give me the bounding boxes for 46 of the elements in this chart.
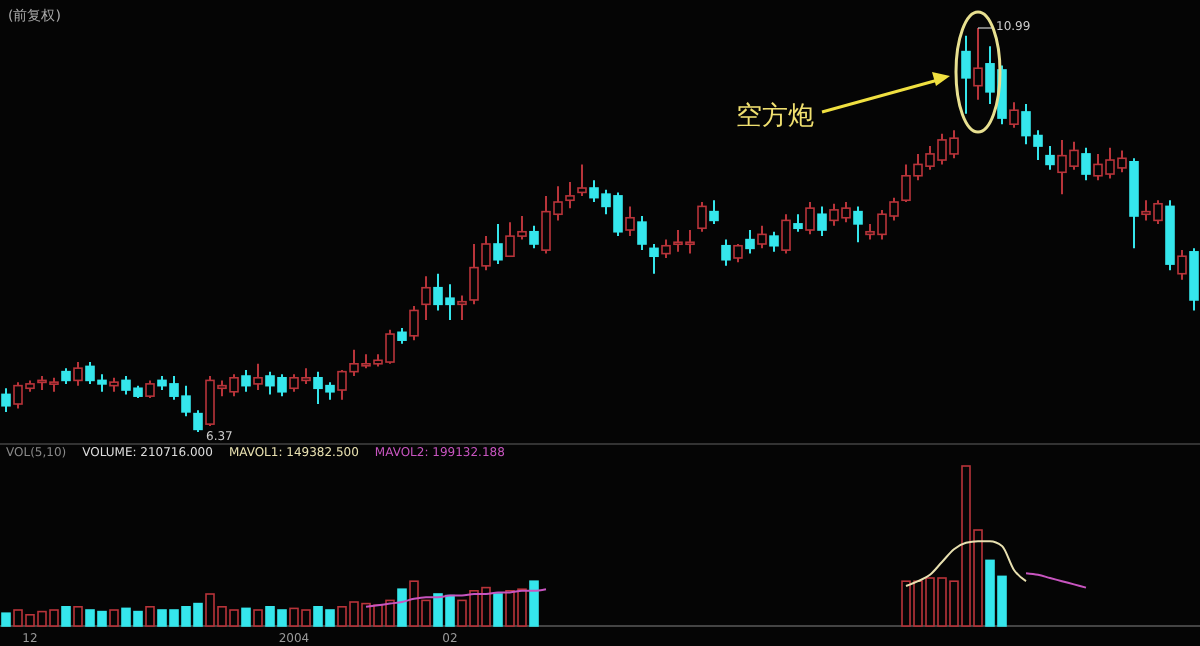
bar (1, 612, 11, 627)
candlestick (973, 27, 983, 101)
candlestick (697, 201, 707, 233)
candlestick (661, 238, 671, 259)
candlestick (529, 224, 539, 250)
bar (253, 609, 263, 627)
bar (493, 593, 503, 627)
candlestick (457, 294, 467, 322)
candlestick (625, 205, 635, 238)
candlestick (1045, 145, 1055, 171)
candlestick (649, 242, 659, 275)
candlestick (409, 305, 419, 342)
candlestick (421, 275, 431, 322)
candlestick (961, 34, 971, 115)
candlestick (1081, 146, 1091, 182)
candlestick (253, 362, 263, 392)
candlestick (565, 180, 575, 210)
bar (109, 609, 119, 627)
candlestick (781, 213, 791, 255)
candlestick (73, 361, 83, 387)
bar (529, 580, 539, 627)
candlestick (757, 224, 767, 250)
candlestick (1, 387, 11, 413)
candlestick (241, 368, 251, 393)
candlestick (1009, 101, 1019, 129)
candlestick (1177, 249, 1187, 281)
bar (61, 606, 71, 627)
candlestick (577, 163, 587, 197)
candlestick (733, 242, 743, 264)
bar (397, 588, 407, 627)
bar (145, 606, 155, 627)
candlestick (709, 199, 719, 225)
candlestick (805, 201, 815, 236)
bar (241, 607, 251, 627)
candlestick (637, 215, 647, 252)
candlestick (769, 230, 779, 253)
candlestick (481, 235, 491, 272)
candlestick (469, 242, 479, 306)
candlestick (493, 222, 503, 266)
candlestick (817, 205, 827, 238)
candlestick (193, 409, 203, 433)
annotation: 空方炮 (736, 100, 814, 132)
candlestick (721, 238, 731, 267)
candlestick (853, 205, 863, 244)
candlestick (745, 229, 755, 255)
bar (73, 606, 83, 627)
